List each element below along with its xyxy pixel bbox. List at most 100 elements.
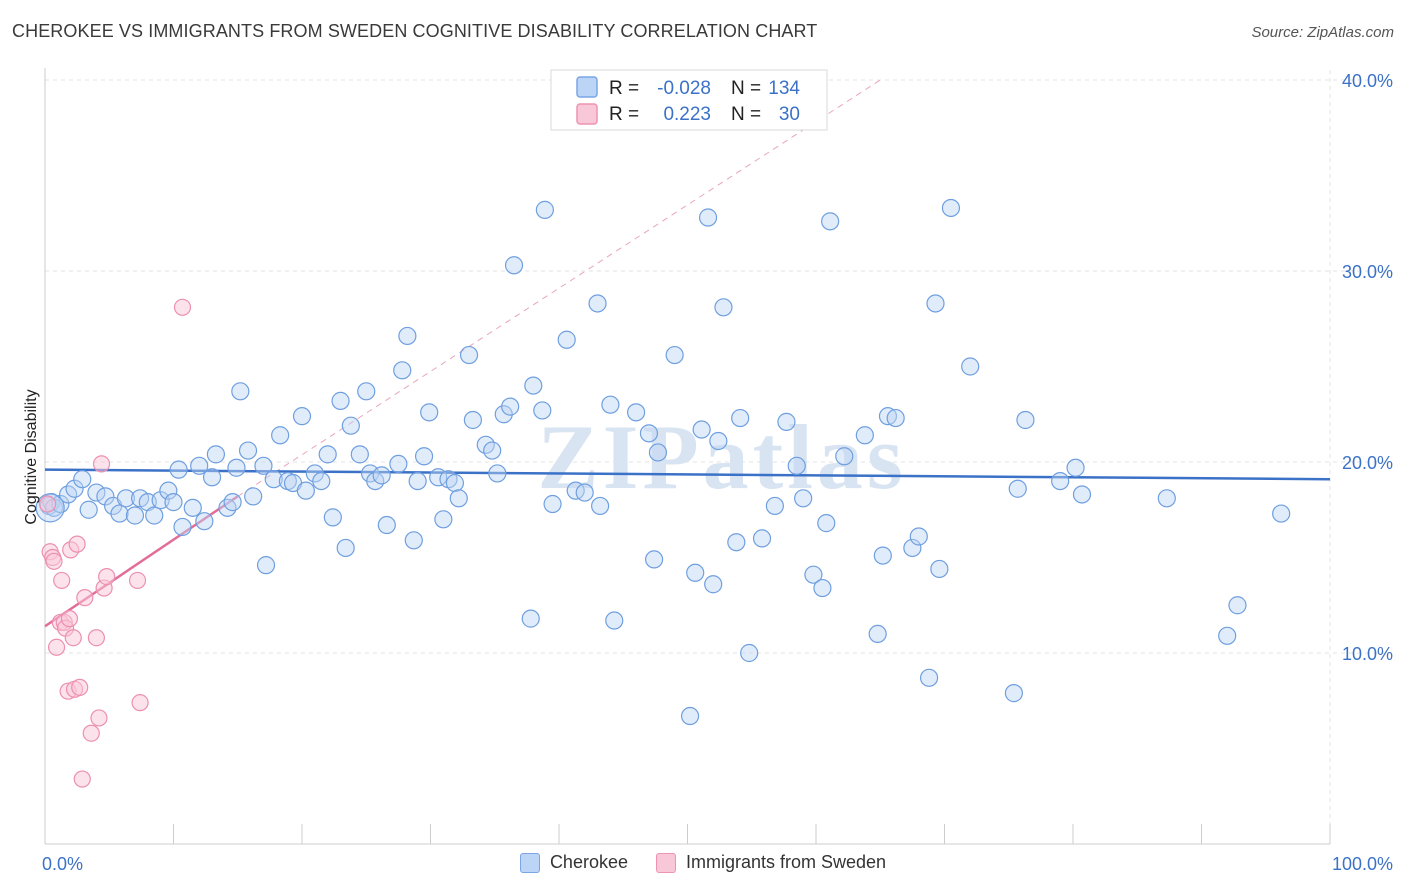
cherokee-point-59 xyxy=(414,447,434,466)
cherokee-point-23 xyxy=(190,456,209,475)
cherokee-point-12 xyxy=(116,489,136,508)
cherokee-point-101 xyxy=(752,529,772,548)
sweden-point-26 xyxy=(173,298,192,316)
cherokee-point-31 xyxy=(238,441,258,460)
cherokee-point-77 xyxy=(535,200,554,219)
sweden-point-17 xyxy=(76,589,94,607)
sweden-point-20 xyxy=(90,709,108,727)
cherokee-point-107 xyxy=(813,578,832,598)
cherokee-point-102 xyxy=(765,496,784,516)
axes xyxy=(44,68,1331,845)
cherokee-point-21 xyxy=(173,517,192,537)
cherokee-point-128 xyxy=(1072,485,1092,504)
cherokee-point-99 xyxy=(731,408,750,428)
y-tick-labels: 10.0% 20.0% 30.0% 40.0% xyxy=(1342,71,1393,664)
y-tick-label-0: 10.0% xyxy=(1342,644,1393,664)
legend-r-value-2: 0.223 xyxy=(663,104,711,125)
cherokee-point-129 xyxy=(1157,489,1176,508)
y-axis-label: Cognitive Disability xyxy=(23,389,40,524)
cherokee-point-89 xyxy=(648,443,668,462)
sweden-point-19 xyxy=(87,629,106,647)
cherokee-point-58 xyxy=(408,472,427,491)
cherokee-point-112 xyxy=(868,624,887,644)
cherokee-point-54 xyxy=(389,454,408,474)
cherokee-point-25 xyxy=(202,468,222,487)
cherokee-point-67 xyxy=(463,410,483,430)
cherokee-point-79 xyxy=(557,330,576,349)
sweden-point-25 xyxy=(131,694,149,712)
legend-r-value-1: -0.028 xyxy=(657,78,711,99)
sweden-point-21 xyxy=(92,455,111,473)
cherokee-point-30 xyxy=(231,382,250,401)
cherokee-point-49 xyxy=(357,382,376,401)
source-label: Source: ZipAtlas.com xyxy=(1251,24,1394,41)
legend-n-value-2: 30 xyxy=(779,104,800,125)
cherokee-point-55 xyxy=(393,361,412,380)
sweden-point-0 xyxy=(38,495,57,513)
cherokee-point-116 xyxy=(903,538,922,558)
cherokee-point-94 xyxy=(698,208,718,227)
cherokee-point-71 xyxy=(494,405,513,424)
cherokee-point-29 xyxy=(227,458,246,477)
cherokee-point-76 xyxy=(533,401,552,420)
cherokee-point-73 xyxy=(504,256,524,275)
cherokee-point-121 xyxy=(941,198,961,218)
cherokee-point-18 xyxy=(159,481,178,500)
cherokee-point-43 xyxy=(318,445,337,464)
cherokee-point-105 xyxy=(794,489,813,508)
cherokee-point-109 xyxy=(821,212,840,231)
y-tick-label-3: 40.0% xyxy=(1342,71,1393,91)
cherokee-point-106 xyxy=(804,565,823,584)
cherokee-point-82 xyxy=(588,294,607,313)
cherokee-point-66 xyxy=(459,345,479,365)
cherokee-point-95 xyxy=(704,575,723,594)
cherokee-point-131 xyxy=(1228,596,1247,615)
cherokee-point-91 xyxy=(680,706,700,726)
legend-label: Immigrants from Sweden xyxy=(685,852,887,872)
cherokee-point-33 xyxy=(254,456,273,475)
cherokee-point-69 xyxy=(483,441,502,460)
cherokee-point-41 xyxy=(305,464,324,483)
cherokee-point-65 xyxy=(449,489,468,508)
cherokee-point-44 xyxy=(323,508,342,527)
watermark: ZIPatlas xyxy=(537,406,906,508)
cherokee-point-35 xyxy=(264,470,283,489)
cherokee-point-103 xyxy=(777,412,796,431)
y-tick-label-2: 30.0% xyxy=(1342,262,1393,282)
legend-n-label-2: N = xyxy=(731,104,761,125)
cherokee-point-122 xyxy=(961,357,980,376)
sweden-points xyxy=(38,298,192,788)
cherokee-point-126 xyxy=(1051,472,1070,491)
cherokee-point-85 xyxy=(605,611,624,630)
chart-title: CHEROKEE VS IMMIGRANTS FROM SWEDEN COGNI… xyxy=(12,21,818,41)
cherokee-point-123 xyxy=(1004,684,1023,703)
sweden-point-24 xyxy=(128,571,147,590)
x-tick-label-1: 100.0% xyxy=(1332,854,1393,874)
legend-n-label-1: N = xyxy=(731,78,761,99)
cherokee-point-117 xyxy=(909,527,928,546)
cherokee-point-92 xyxy=(686,563,705,582)
cherokee-point-16 xyxy=(145,506,164,525)
cherokee-point-34 xyxy=(256,556,276,575)
cherokee-point-52 xyxy=(372,466,391,485)
cherokee-point-27 xyxy=(218,498,237,517)
x-tick-label-0: 0.0% xyxy=(42,854,83,874)
cherokee-point-24 xyxy=(195,512,214,531)
cherokee-point-60 xyxy=(420,403,439,422)
cherokee-point-36 xyxy=(271,426,290,445)
cherokee-point-39 xyxy=(292,407,312,426)
legend-item-sweden: Immigrants from Sweden xyxy=(655,852,887,873)
cherokee-point-42 xyxy=(312,472,331,491)
cherokee-point-5 xyxy=(65,479,84,498)
sweden-point-4 xyxy=(47,638,66,656)
cherokee-point-97 xyxy=(714,298,733,317)
cherokee-point-87 xyxy=(639,424,659,443)
cherokee-point-111 xyxy=(855,426,874,445)
cherokee-point-70 xyxy=(488,464,507,483)
cherokee-point-53 xyxy=(377,515,396,535)
legend-r-label-2: R = xyxy=(609,104,639,125)
sweden-point-10 xyxy=(60,610,79,628)
cherokee-points xyxy=(35,198,1291,726)
legend-n-value-1: 134 xyxy=(768,78,800,99)
